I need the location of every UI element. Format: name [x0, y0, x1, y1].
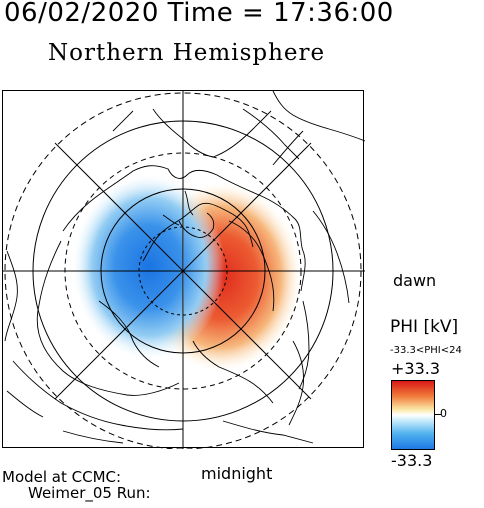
polar-map-plot: [3, 91, 365, 449]
colorbar-zero-label: 0: [440, 407, 447, 420]
colorbar: [391, 380, 435, 450]
midnight-label: midnight: [201, 464, 273, 483]
colorbar-range-text: -33.3<PHI<24: [390, 345, 462, 356]
polar-map: [2, 90, 365, 449]
model-label: Model at CCMC:: [2, 468, 122, 486]
dusk-cell: [73, 175, 225, 359]
potential-pattern: [73, 175, 301, 381]
dawn-label: dawn: [393, 271, 437, 290]
coastlines: [4, 91, 365, 444]
colorbar-title: PHI [kV]: [390, 317, 459, 337]
hemisphere-title: Northern Hemisphere: [48, 40, 326, 66]
colorbar-zero-tick: [435, 414, 441, 415]
timestamp-title: 06/02/2020 Time = 17:36:00: [4, 0, 394, 28]
colorbar-max-label: +33.3: [391, 359, 441, 378]
colorbar-min-label: -33.3: [391, 451, 433, 470]
meridian-lines: [3, 91, 365, 449]
run-label: Weimer_05 Run:: [28, 484, 151, 502]
